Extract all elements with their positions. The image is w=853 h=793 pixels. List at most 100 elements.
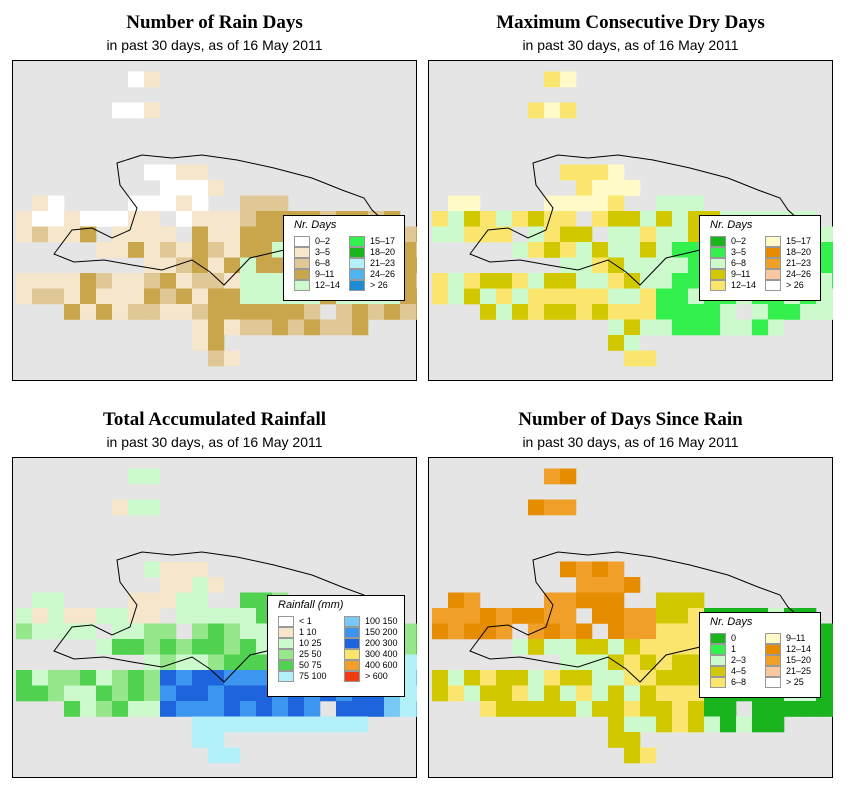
legend-label: 21–23 <box>786 258 812 268</box>
grid-cell <box>528 242 545 258</box>
panel-title: Maximum Consecutive Dry Days <box>496 12 765 33</box>
grid-cell <box>432 623 449 640</box>
grid-cell <box>464 211 481 227</box>
grid-cell <box>208 701 225 717</box>
legend-label: 3–5 <box>731 247 747 257</box>
grid-cell <box>816 701 833 717</box>
grid-cell <box>416 257 417 274</box>
legend-swatch <box>710 633 726 644</box>
grid-cell <box>64 701 81 717</box>
legend-label: 9–11 <box>315 269 335 279</box>
grid-cell <box>576 701 593 717</box>
grid-cell <box>656 670 673 686</box>
grid-cell <box>448 211 465 227</box>
grid-cell <box>496 701 513 717</box>
legend-label: 25 50 <box>299 649 322 659</box>
grid-cell <box>32 226 49 243</box>
legend-days-since-rain: Nr. Days 0 1 2–3 4–5 6–8 9–11 12–14 15–20 21–25 >… <box>699 612 821 698</box>
grid-cell <box>144 654 161 671</box>
grid-cell <box>656 304 673 320</box>
grid-cell <box>160 304 177 320</box>
grid-cell <box>48 623 65 640</box>
grid-cell <box>560 102 577 119</box>
legend-label: 3–5 <box>315 247 331 257</box>
panel-title: Number of Days Since Rain <box>518 409 743 430</box>
grid-cell <box>144 242 161 258</box>
legend-label: 1 <box>731 644 737 654</box>
grid-cell <box>128 468 145 485</box>
grid-cell <box>672 623 689 640</box>
grid-cell <box>160 685 177 702</box>
grid-cell <box>832 304 833 320</box>
grid-cell <box>624 716 641 733</box>
legend-swatch <box>344 660 360 671</box>
grid-cell <box>96 701 113 717</box>
grid-cell <box>240 670 257 686</box>
grid-cell <box>528 608 545 624</box>
grid-cell <box>592 608 609 624</box>
grid-cell <box>576 623 593 640</box>
grid-cell <box>576 685 593 702</box>
grid-cell <box>288 716 305 733</box>
grid-cell <box>576 654 593 671</box>
grid-cell <box>528 288 545 305</box>
grid-cell <box>80 623 97 640</box>
grid-cell <box>608 592 625 609</box>
grid-cell <box>160 592 177 609</box>
grid-cell <box>208 639 225 655</box>
grid-cell <box>672 670 689 686</box>
grid-cell <box>336 304 353 320</box>
grid-cell <box>832 670 833 686</box>
island-outline <box>53 154 398 286</box>
grid-cell <box>512 211 529 227</box>
grid-cell <box>624 226 641 243</box>
grid-cell <box>672 304 689 320</box>
grid-cell <box>112 499 129 516</box>
grid-cell <box>480 304 497 320</box>
grid-cell <box>176 577 193 593</box>
grid-cell <box>240 685 257 702</box>
grid-cell <box>240 211 257 227</box>
grid-cell <box>192 242 209 258</box>
grid-cell <box>624 273 641 289</box>
grid-cell <box>224 639 241 655</box>
grid-cell <box>16 685 33 702</box>
grid-cell <box>96 211 113 227</box>
grid-cell <box>288 701 305 717</box>
grid-cell <box>608 211 625 227</box>
grid-cell <box>640 350 657 367</box>
grid-cell <box>16 670 33 686</box>
grid-cell <box>640 242 657 258</box>
grid-cell <box>64 685 81 702</box>
grid-cell <box>176 670 193 686</box>
legend-swatch <box>710 280 726 291</box>
grid-cell <box>512 273 529 289</box>
grid-cell <box>832 273 833 289</box>
grid-cell <box>592 288 609 305</box>
island-outline <box>469 154 814 286</box>
grid-cell <box>32 623 49 640</box>
legend-title: Nr. Days <box>710 219 753 231</box>
grid-cell <box>704 716 721 733</box>
legend-label: 24–26 <box>786 269 812 279</box>
grid-cell <box>32 273 49 289</box>
grid-cell <box>208 226 225 243</box>
grid-cell <box>256 288 273 305</box>
grid-cell <box>512 639 529 655</box>
grid-cell <box>560 561 577 578</box>
grid-cell <box>128 242 145 258</box>
grid-cell <box>576 164 593 181</box>
grid-cell <box>224 211 241 227</box>
grid-cell <box>656 288 673 305</box>
grid-cell <box>480 288 497 305</box>
grid-cell <box>64 273 81 289</box>
grid-cell <box>608 273 625 289</box>
grid-cell <box>208 747 225 764</box>
grid-cell <box>416 623 417 640</box>
grid-cell <box>832 623 833 640</box>
grid-cell <box>160 164 177 181</box>
grid-cell <box>64 211 81 227</box>
grid-cell <box>96 273 113 289</box>
grid-cell <box>512 608 529 624</box>
grid-cell <box>416 670 417 686</box>
